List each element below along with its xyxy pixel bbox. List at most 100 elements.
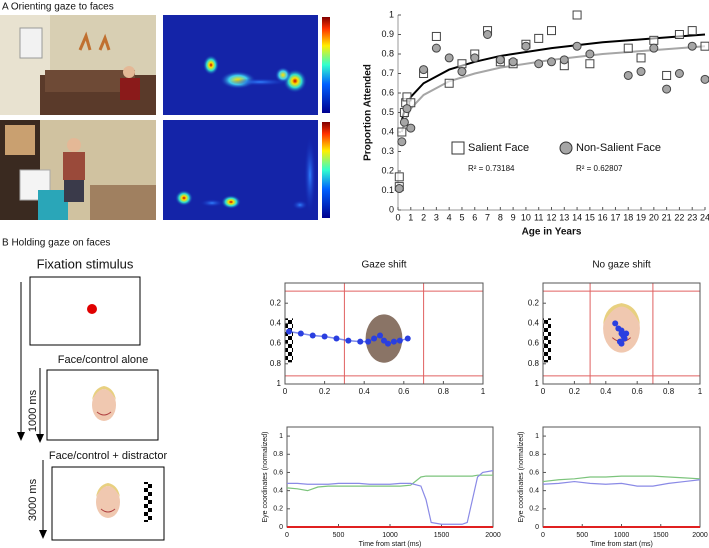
point [495,55,505,65]
point [572,10,582,20]
x-tick-label: 5 [459,212,464,222]
x-tick-label: 13 [559,212,569,222]
point [636,53,646,63]
y-tick-label: 0 [279,524,283,531]
point [674,69,684,78]
point [444,53,454,63]
step-duration: 1000 ms [27,389,39,432]
legend-label: Salient Face [468,142,529,154]
y-tick-label: 0.7 [381,68,394,78]
gaze-point [612,320,619,327]
point [394,184,404,194]
x-tick-label: 20 [649,212,659,222]
x-tick-label: 6 [472,212,477,222]
point [662,70,672,80]
y-tick-label: 0.8 [273,451,283,458]
x-tick-label: 9 [511,212,516,222]
x-tick-label: 2 [421,212,426,222]
panel-label: B Holding gaze on faces [2,238,110,249]
x-tick-label: 7 [485,212,490,222]
heatmap [163,120,330,220]
x-tick-label: 0 [541,532,545,539]
point [431,31,441,41]
x-tick-label: 17 [610,212,620,222]
x-tick-label: 0 [285,532,289,539]
y-tick-label: 0 [535,524,539,531]
distractor [144,482,152,522]
gaze-point [377,332,384,339]
x-tick-label: 1500 [434,532,450,539]
x-tick-label: 21 [662,212,672,222]
checkerboard [285,318,293,363]
legend-marker [451,141,465,155]
x-tick-label: 0.2 [319,387,331,396]
series-line [542,479,701,487]
gaze-point [404,335,411,342]
y-tick-label: 0.2 [529,506,539,513]
y-tick-label: 0.6 [528,339,540,348]
face-icon [96,483,120,518]
point [431,43,441,53]
y-tick-label: 0.2 [273,506,283,513]
legend-label: Non-Salient Face [576,142,661,154]
point [534,59,544,69]
chart-title: Gaze shift [361,260,406,271]
checkerboard [543,318,551,363]
y-tick-label: 0.4 [273,487,283,494]
x-tick-label: 1 [481,387,486,396]
x-tick-label: 1500 [653,532,669,539]
x-tick-label: 8 [498,212,503,222]
x-tick-label: 4 [447,212,452,222]
y-tick-label: 0.4 [381,126,394,136]
chart-title: No gaze shift [592,260,651,271]
point [508,57,518,67]
gaze-point [297,330,304,337]
x-axis-label: Age in Years [522,227,582,238]
gaze-point [357,338,364,345]
gaze-point [345,337,352,344]
point [636,67,646,77]
point [397,127,407,137]
gaze-point [371,335,378,342]
point [457,67,467,77]
gaze-point [618,327,625,334]
point [623,43,633,53]
point [572,41,582,51]
y-tick-label: 0.6 [270,339,282,348]
face-icon [92,386,116,421]
x-tick-label: 0.6 [398,387,410,396]
point [483,30,493,39]
x-tick-label: 1000 [382,532,398,539]
y-tick-label: 0.8 [381,48,394,58]
step-title: Fixation stimulus [37,256,134,271]
point [687,26,697,36]
y-tick-label: 0.2 [381,165,394,175]
x-tick-label: 0 [395,212,400,222]
x-tick-label: 1 [408,212,413,222]
y-tick-label: 0.3 [381,146,394,156]
panel-label: A Orienting gaze to faces [2,2,114,13]
y-tick-label: 1 [535,433,539,440]
y-tick-label: 0.5 [381,107,394,117]
gaze-point [285,328,292,335]
x-tick-label: 16 [598,212,608,222]
x-tick-label: 23 [687,212,697,222]
series-line [287,470,494,525]
gaze-point [396,337,403,344]
annotation: R² = 0.62807 [576,164,623,173]
point [521,41,531,51]
y-tick-label: 0.6 [529,469,539,476]
point [559,55,569,65]
point [547,57,556,67]
point [585,59,595,69]
gaze-point [616,338,623,345]
point [394,172,404,182]
x-tick-label: 0.8 [663,387,675,396]
y-axis-label: Eye coordinates (normalized) [518,431,525,522]
y-tick-label: 0.2 [528,298,540,307]
legend-marker [559,141,573,155]
point [457,59,467,69]
y-tick-label: 0.6 [273,469,283,476]
x-tick-label: 15 [585,212,595,222]
